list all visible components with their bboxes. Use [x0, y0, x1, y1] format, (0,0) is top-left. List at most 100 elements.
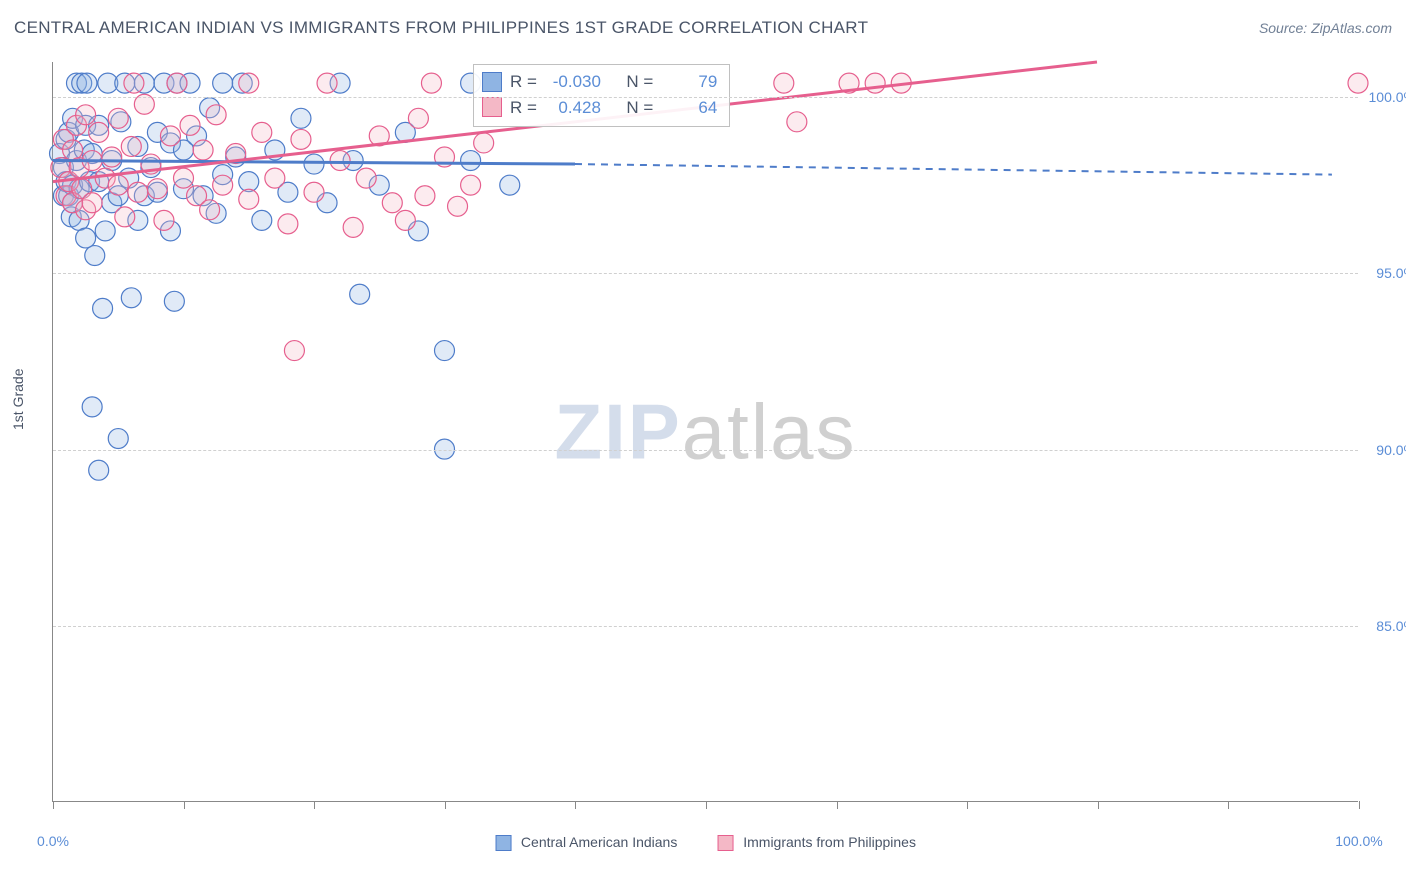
scatter-point — [461, 151, 481, 171]
scatter-point — [108, 175, 128, 195]
scatter-point — [115, 207, 135, 227]
plot-area: ZIPatlas R = -0.030 N = 79 R = 0.428 N =… — [52, 62, 1358, 802]
scatter-point — [102, 147, 122, 167]
legend-swatch-series2 — [717, 835, 733, 851]
stats-r-label-1: R = — [510, 69, 537, 95]
x-tick — [837, 801, 838, 809]
scatter-point — [180, 115, 200, 135]
scatter-point — [128, 182, 148, 202]
scatter-point — [85, 246, 105, 266]
x-tick — [53, 801, 54, 809]
scatter-point — [121, 136, 141, 156]
x-tick — [1228, 801, 1229, 809]
stats-n-label-2: N = — [626, 95, 653, 121]
x-tick-label: 100.0% — [1335, 833, 1382, 849]
scatter-point — [174, 168, 194, 188]
scatter-point — [395, 210, 415, 230]
stats-swatch-series2 — [482, 97, 502, 117]
y-tick-label: 100.0% — [1366, 89, 1406, 105]
scatter-point — [63, 140, 83, 160]
y-tick-label: 90.0% — [1366, 442, 1406, 458]
stats-n-val-1: 79 — [661, 69, 717, 95]
scatter-point — [304, 182, 324, 202]
source-name: ZipAtlas.com — [1311, 20, 1392, 36]
stats-swatch-series1 — [482, 72, 502, 92]
chart-title: CENTRAL AMERICAN INDIAN VS IMMIGRANTS FR… — [14, 18, 868, 38]
stats-n-val-2: 64 — [661, 95, 717, 121]
scatter-point — [108, 429, 128, 449]
scatter-point — [291, 129, 311, 149]
scatter-point — [76, 228, 96, 248]
legend-bottom: Central American Indians Immigrants from… — [495, 834, 916, 851]
scatter-point — [356, 168, 376, 188]
stats-row-series1: R = -0.030 N = 79 — [482, 69, 717, 95]
grid-line — [53, 97, 1358, 98]
scatter-point — [147, 179, 167, 199]
trend-line-extrapolated — [575, 164, 1332, 175]
scatter-point — [865, 73, 885, 93]
scatter-point — [193, 140, 213, 160]
stats-r-val-2: 0.428 — [545, 95, 601, 121]
scatter-point — [167, 73, 187, 93]
scatter-point — [382, 193, 402, 213]
source-label: Source: — [1259, 20, 1307, 36]
title-bar: CENTRAL AMERICAN INDIAN VS IMMIGRANTS FR… — [14, 18, 1392, 38]
legend-label-series2: Immigrants from Philippines — [743, 834, 916, 850]
grid-line — [53, 450, 1358, 451]
x-tick — [1359, 801, 1360, 809]
scatter-point — [252, 210, 272, 230]
grid-line — [53, 273, 1358, 274]
y-tick-label: 85.0% — [1366, 618, 1406, 634]
scatter-point — [304, 154, 324, 174]
scatter-point — [93, 298, 113, 318]
scatter-point — [265, 168, 285, 188]
scatter-point — [317, 73, 337, 93]
scatter-point — [82, 397, 102, 417]
scatter-point — [213, 73, 233, 93]
stats-box: R = -0.030 N = 79 R = 0.428 N = 64 — [473, 64, 730, 127]
scatter-point — [200, 200, 220, 220]
scatter-point — [206, 105, 226, 125]
stats-row-series2: R = 0.428 N = 64 — [482, 95, 717, 121]
x-tick — [445, 801, 446, 809]
legend-swatch-series1 — [495, 835, 511, 851]
scatter-point — [1348, 73, 1368, 93]
scatter-point — [350, 284, 370, 304]
scatter-point — [448, 196, 468, 216]
stats-r-label-2: R = — [510, 95, 537, 121]
x-tick — [184, 801, 185, 809]
scatter-point — [164, 291, 184, 311]
x-tick — [575, 801, 576, 809]
scatter-point — [89, 460, 109, 480]
legend-item-series2: Immigrants from Philippines — [717, 834, 916, 851]
scatter-point — [76, 105, 96, 125]
scatter-point — [89, 122, 109, 142]
chart-svg — [53, 62, 1358, 801]
scatter-point — [774, 73, 794, 93]
x-tick — [706, 801, 707, 809]
scatter-point — [239, 172, 259, 192]
scatter-point — [343, 217, 363, 237]
scatter-point — [108, 108, 128, 128]
scatter-point — [278, 214, 298, 234]
scatter-point — [787, 112, 807, 132]
scatter-point — [77, 73, 97, 93]
trend-line — [53, 161, 575, 165]
scatter-point — [160, 126, 180, 146]
x-tick — [967, 801, 968, 809]
x-tick — [1098, 801, 1099, 809]
scatter-point — [330, 151, 350, 171]
y-tick-label: 95.0% — [1366, 265, 1406, 281]
scatter-point — [284, 341, 304, 361]
scatter-point — [213, 175, 233, 195]
scatter-point — [154, 210, 174, 230]
legend-item-series1: Central American Indians — [495, 834, 677, 851]
scatter-point — [408, 108, 428, 128]
scatter-point — [82, 193, 102, 213]
scatter-point — [95, 221, 115, 241]
scatter-point — [239, 189, 259, 209]
scatter-point — [239, 73, 259, 93]
scatter-point — [500, 175, 520, 195]
scatter-point — [421, 73, 441, 93]
scatter-point — [415, 186, 435, 206]
